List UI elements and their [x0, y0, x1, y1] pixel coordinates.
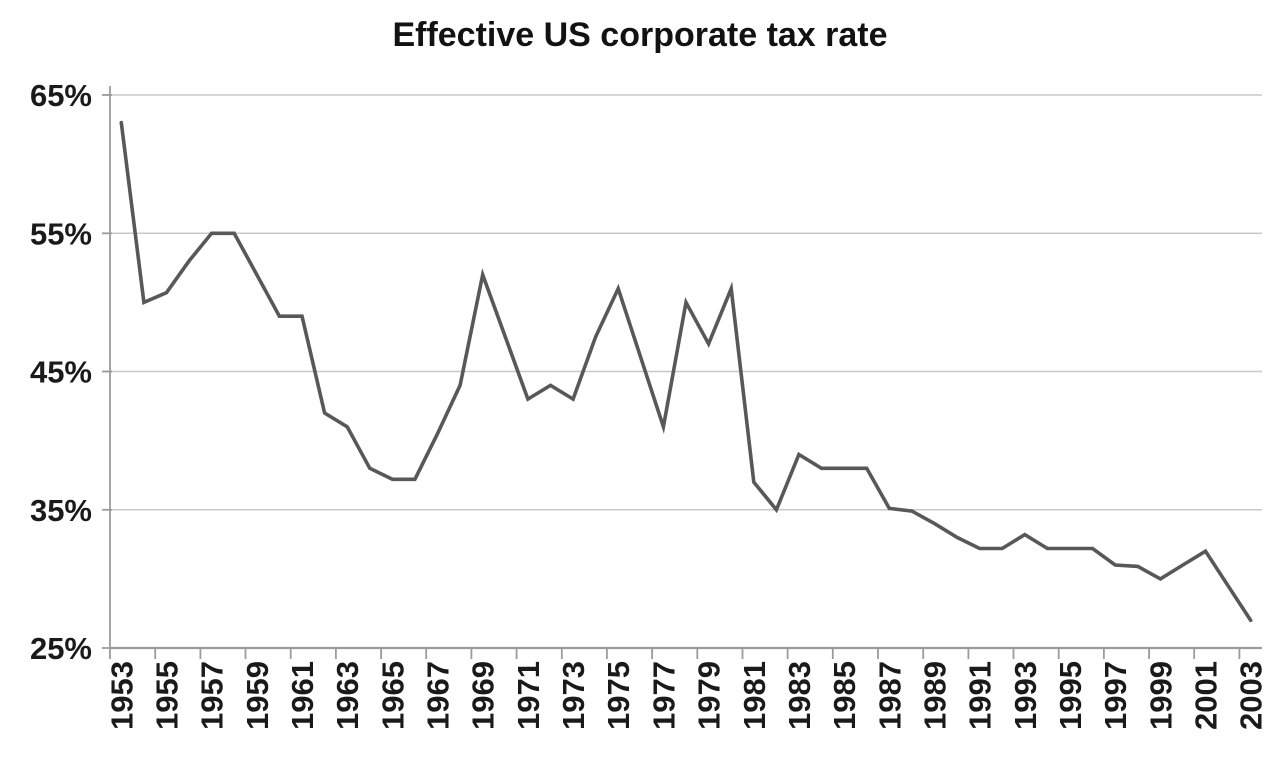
x-tick-label: 1953 — [104, 661, 139, 730]
x-tick-label: 1979 — [692, 661, 727, 730]
x-tick-label: 1975 — [601, 661, 636, 730]
x-tick-label: 1991 — [963, 661, 998, 730]
x-tick-label: 1967 — [421, 661, 456, 730]
x-tick-label: 1977 — [646, 661, 681, 730]
x-tick-label: 1961 — [285, 661, 320, 730]
x-tick-label: 1963 — [330, 661, 365, 730]
x-tick-label: 2003 — [1234, 661, 1269, 730]
x-tick-label: 1969 — [466, 661, 501, 730]
x-tick-label: 1995 — [1053, 661, 1088, 730]
x-tick-label: 1993 — [1008, 661, 1043, 730]
x-tick-label: 1965 — [375, 661, 410, 730]
chart-title: Effective US corporate tax rate — [392, 16, 888, 54]
x-tick-label: 1999 — [1143, 661, 1178, 730]
x-tick-label: 1987 — [872, 661, 907, 730]
y-tick-label: 55% — [30, 216, 92, 251]
x-tick-label: 2001 — [1189, 661, 1224, 730]
x-tick-label: 1989 — [918, 661, 953, 730]
x-tick-label: 1997 — [1098, 661, 1133, 730]
y-tick-label: 25% — [30, 631, 92, 666]
x-tick-label: 1959 — [240, 661, 275, 730]
x-tick-label: 1971 — [511, 661, 546, 730]
x-tick-label: 1955 — [150, 661, 185, 730]
x-tick-label: 1983 — [782, 661, 817, 730]
y-tick-label: 45% — [30, 355, 92, 390]
x-tick-label: 1973 — [556, 661, 591, 730]
x-tick-label: 1981 — [737, 661, 772, 730]
effective-tax-rate-line — [119, 120, 1253, 623]
y-tick-label: 65% — [30, 78, 92, 113]
x-tick-label: 1985 — [827, 661, 862, 730]
y-tick-label: 35% — [30, 493, 92, 528]
x-tick-label: 1957 — [195, 661, 230, 730]
